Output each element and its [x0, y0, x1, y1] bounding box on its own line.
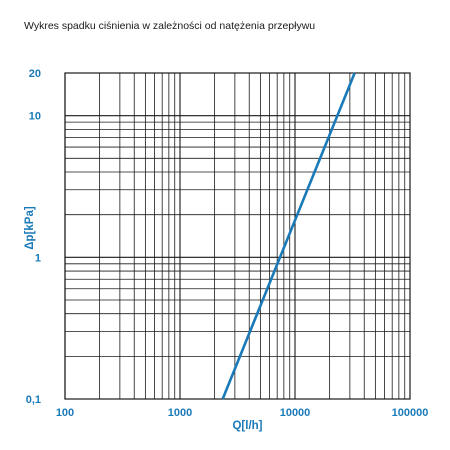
y-tick-label: 1 [35, 252, 41, 264]
plot-frame [64, 72, 411, 400]
chart-series [221, 72, 356, 400]
x-tick-label: 10000 [280, 407, 311, 419]
x-tick-label: 100 [56, 407, 74, 419]
x-tick-label: 100000 [392, 407, 429, 419]
y-axis-label: Δp[kPa] [24, 206, 36, 250]
y-tick-labels: 0,1 1 10 20 [26, 68, 41, 406]
x-tick-labels: 100 1000 10000 100000 [56, 407, 429, 419]
x-axis-label: Q[l/h] [232, 420, 262, 432]
y-tick-label: 0,1 [26, 394, 41, 406]
y-tick-label: 10 [29, 111, 41, 123]
x-tick-label: 1000 [168, 407, 192, 419]
pressure-drop-line [221, 72, 356, 400]
chart-title: Wykres spadku ciśnienia w zależności od … [24, 20, 316, 32]
chart-grid [64, 72, 410, 400]
y-tick-label: 20 [29, 68, 41, 80]
